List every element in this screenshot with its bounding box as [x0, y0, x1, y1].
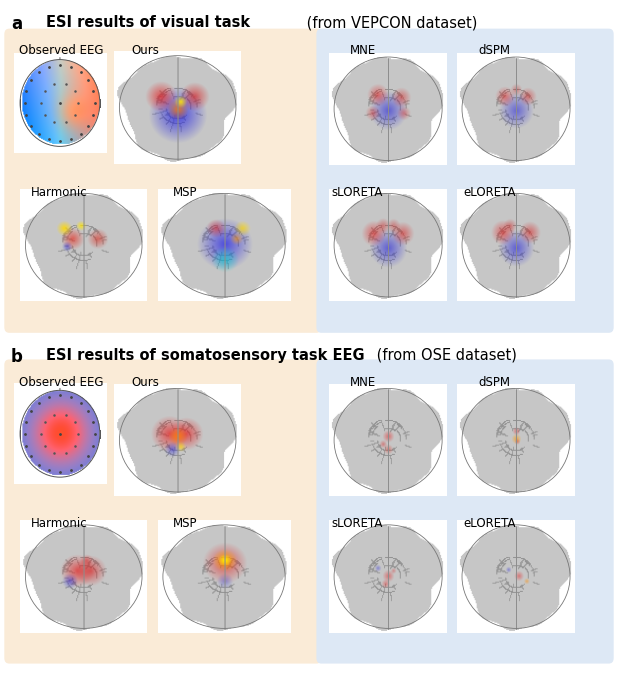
Text: Observed EEG: Observed EEG	[19, 44, 103, 57]
Text: dSPM: dSPM	[478, 376, 510, 389]
Text: dSPM: dSPM	[478, 44, 510, 57]
Text: MSP: MSP	[173, 186, 198, 198]
Text: Harmonic: Harmonic	[31, 517, 88, 530]
Text: Harmonic: Harmonic	[31, 186, 88, 198]
Text: Observed EEG: Observed EEG	[19, 376, 103, 389]
Text: (from VEPCON dataset): (from VEPCON dataset)	[302, 15, 477, 30]
Text: sLORETA: sLORETA	[331, 186, 383, 198]
Text: MSP: MSP	[173, 517, 198, 530]
Text: a: a	[11, 15, 22, 33]
Text: ESI results of somatosensory task EEG: ESI results of somatosensory task EEG	[46, 348, 365, 363]
Text: b: b	[11, 348, 23, 366]
Text: Ours: Ours	[131, 44, 159, 57]
Text: MNE: MNE	[350, 44, 376, 57]
Text: eLORETA: eLORETA	[464, 186, 516, 198]
Text: MNE: MNE	[350, 376, 376, 389]
Text: Ours: Ours	[131, 376, 159, 389]
Text: eLORETA: eLORETA	[464, 517, 516, 530]
Text: sLORETA: sLORETA	[331, 517, 383, 530]
Text: ESI results of visual task: ESI results of visual task	[46, 15, 250, 30]
Text: (from OSE dataset): (from OSE dataset)	[372, 348, 517, 363]
